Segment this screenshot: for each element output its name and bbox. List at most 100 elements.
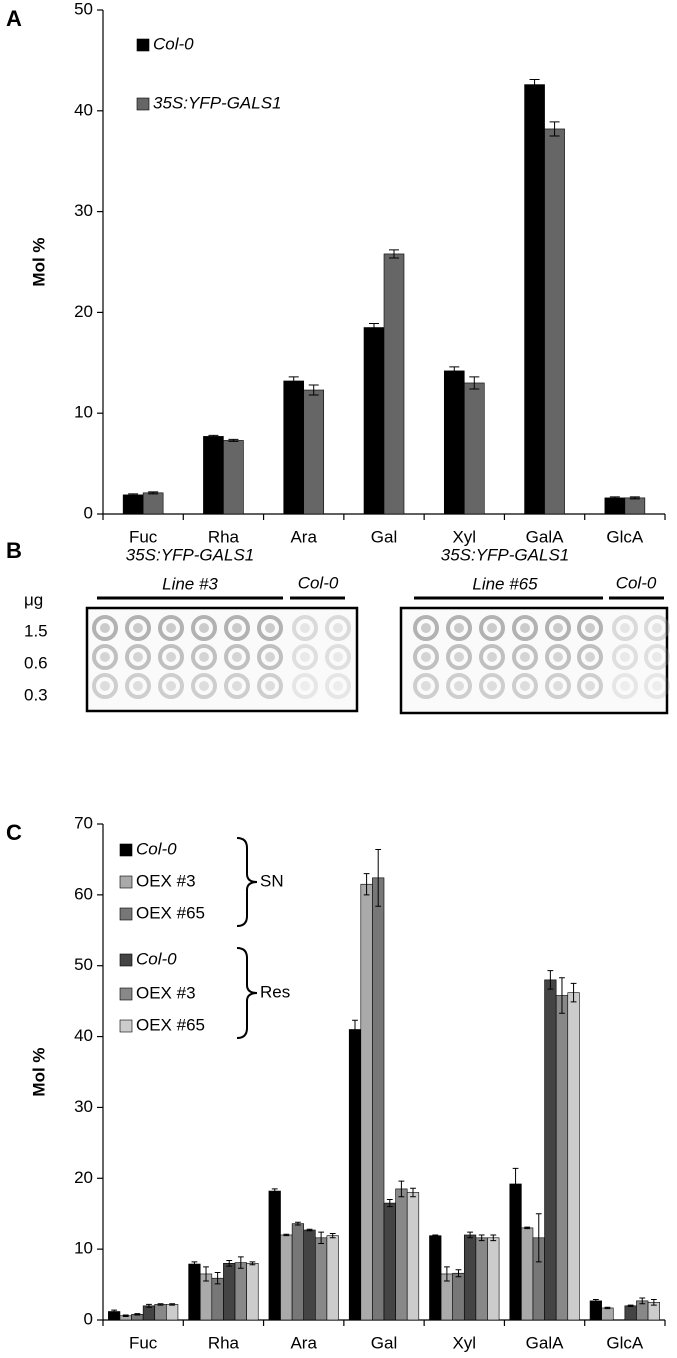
error-bar <box>208 434 219 438</box>
dot <box>512 644 538 670</box>
error-bar <box>228 438 239 442</box>
bar <box>122 494 144 515</box>
error-bar <box>490 1234 497 1242</box>
error-bar <box>157 1303 164 1306</box>
error-bar <box>122 1314 129 1317</box>
error-bar <box>295 1221 301 1226</box>
dot-core <box>333 681 343 691</box>
dot <box>512 615 538 641</box>
bar <box>475 1237 488 1321</box>
legend-swatch <box>136 38 150 52</box>
dot-core <box>133 652 143 662</box>
y-tick-label: 30 <box>74 201 93 220</box>
legend-swatch <box>119 987 133 1001</box>
dot-core <box>265 623 275 633</box>
x-tick-label: Xyl <box>452 1333 476 1352</box>
dot-core <box>199 623 209 633</box>
error-bar <box>169 1303 176 1306</box>
panel-label: A <box>6 6 22 31</box>
blot-title: 35S:YFP-GALS1 <box>441 545 570 564</box>
bar <box>406 1192 420 1321</box>
error-bar <box>363 873 370 896</box>
error-bar <box>288 376 299 386</box>
bar <box>487 1237 500 1321</box>
dot <box>125 615 151 641</box>
y-tick-label: 10 <box>74 403 93 422</box>
dot-core <box>454 623 464 633</box>
dot-core <box>487 652 497 662</box>
error-bar <box>650 1298 657 1306</box>
x-tick-label: GalA <box>526 1333 564 1352</box>
error-bar <box>369 322 379 333</box>
dot-core <box>520 681 530 691</box>
error-bar <box>529 79 540 91</box>
legend-group-label: Res <box>260 982 290 1001</box>
dot <box>612 615 638 641</box>
dot <box>413 673 439 699</box>
dot <box>479 615 505 641</box>
dot-core <box>166 681 176 691</box>
legend-brace <box>236 947 258 1039</box>
legend-swatch <box>119 1019 133 1033</box>
dot-core <box>454 652 464 662</box>
error-bar <box>134 1313 141 1316</box>
error-bar <box>237 1256 244 1269</box>
bar <box>463 382 485 515</box>
x-tick-label: Gal <box>371 1333 397 1352</box>
bar <box>544 979 557 1321</box>
error-bar <box>389 249 399 259</box>
dot <box>577 615 603 641</box>
dot-core <box>620 652 630 662</box>
bar <box>142 1305 156 1321</box>
dot-core <box>133 623 143 633</box>
dot <box>479 644 505 670</box>
dot <box>224 673 250 699</box>
dot-core <box>553 623 563 633</box>
bar <box>555 995 569 1321</box>
dot-core <box>620 623 630 633</box>
dot <box>224 644 250 670</box>
blot-row: 1.5 <box>24 621 48 640</box>
error-bar <box>375 849 382 907</box>
dot-core <box>300 652 310 662</box>
y-tick-label: 50 <box>74 0 93 18</box>
error-bar <box>148 491 159 495</box>
dot-core <box>166 623 176 633</box>
legend-label: OEX #3 <box>136 871 196 890</box>
x-tick-label: Ara <box>290 1333 317 1352</box>
dot-core <box>585 623 595 633</box>
bar <box>246 1263 259 1321</box>
dot <box>325 673 351 699</box>
dot-core <box>232 623 242 633</box>
dot <box>644 673 670 699</box>
bar <box>291 1223 305 1321</box>
dot <box>413 644 439 670</box>
dot <box>92 644 118 670</box>
dot <box>292 673 318 699</box>
x-tick-label: Ara <box>290 527 317 546</box>
panel-label: B <box>6 538 22 563</box>
panel-label: C <box>6 820 22 845</box>
bar <box>303 389 325 515</box>
bar <box>509 1183 522 1321</box>
dot <box>158 615 184 641</box>
y-tick-label: 40 <box>74 100 93 119</box>
y-tick-label: 30 <box>74 1097 93 1116</box>
dot-core <box>100 652 110 662</box>
error-bar <box>271 1188 278 1194</box>
blot-row: 0.6 <box>24 653 48 672</box>
legend-swatch <box>136 97 150 111</box>
legend-label: 35S:YFP-GALS1 <box>153 93 282 112</box>
bar <box>463 1234 477 1321</box>
error-bar <box>639 1297 646 1305</box>
bar <box>589 1300 602 1321</box>
dot <box>325 644 351 670</box>
bar <box>395 1188 408 1321</box>
dot <box>577 673 603 699</box>
error-bar <box>329 1233 336 1239</box>
error-bar <box>455 1269 462 1278</box>
dot <box>644 644 670 670</box>
error-bar <box>449 366 460 376</box>
dot <box>158 644 184 670</box>
dot <box>612 644 638 670</box>
